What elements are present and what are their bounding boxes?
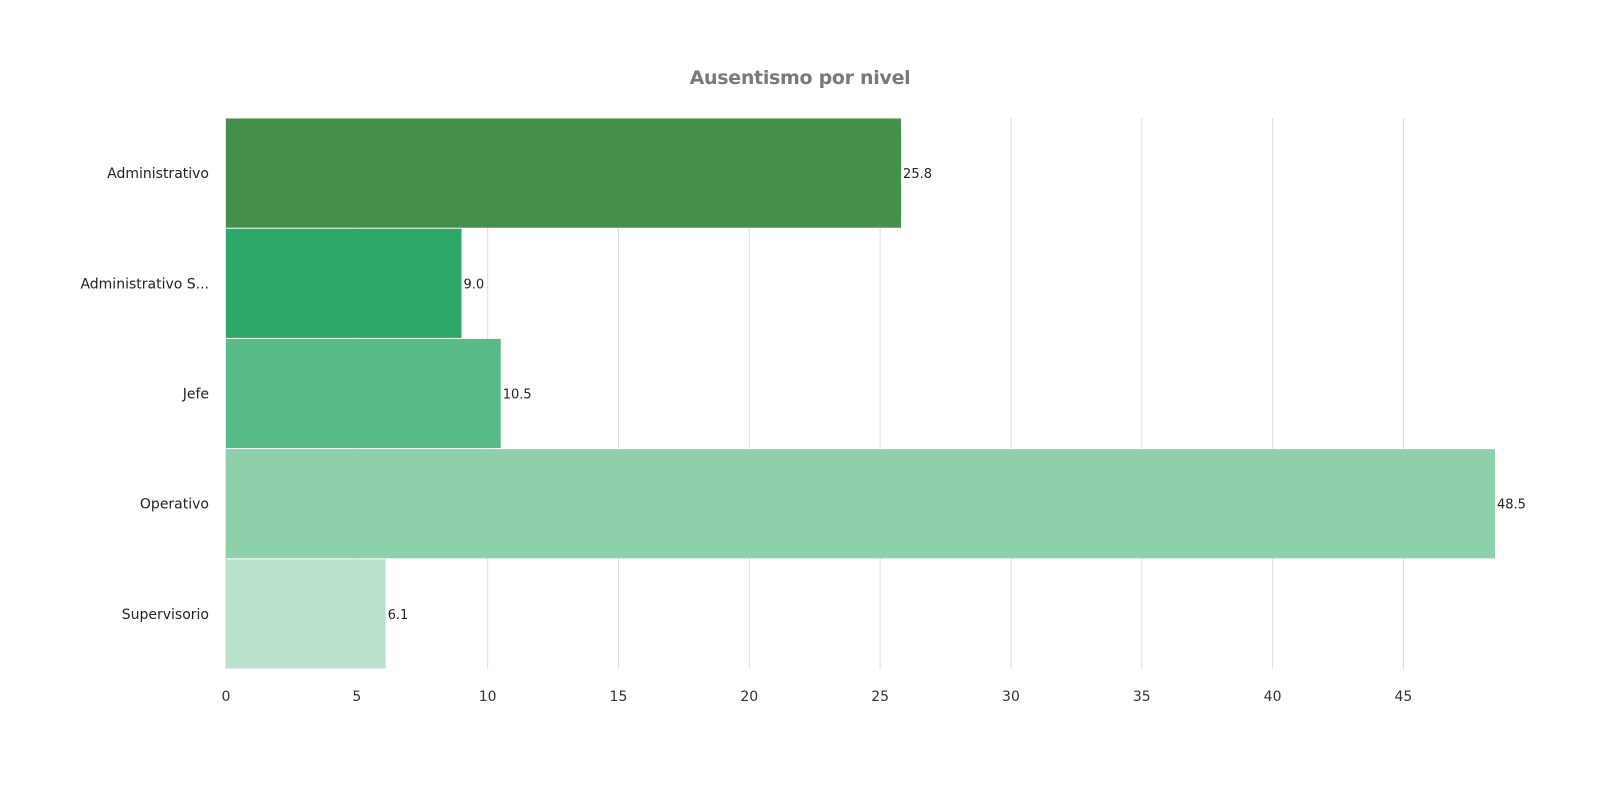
bar-2[interactable] <box>226 338 501 449</box>
bar-0[interactable] <box>226 118 902 228</box>
x-tick-label: 25 <box>871 689 889 705</box>
category-label: Supervisorio <box>122 607 209 623</box>
data-label: 6.1 <box>388 608 409 623</box>
category-label: Administrativo <box>107 166 209 182</box>
data-label: 9.0 <box>463 277 484 292</box>
x-tick-label: 0 <box>222 689 231 705</box>
x-tick-label: 5 <box>352 689 361 705</box>
bar-1[interactable] <box>226 228 462 338</box>
x-tick-label: 30 <box>1002 689 1020 705</box>
x-tick-label: 35 <box>1133 689 1151 705</box>
x-tick-label: 40 <box>1264 689 1282 705</box>
x-tick-label: 45 <box>1395 689 1413 705</box>
data-label: 10.5 <box>503 388 532 403</box>
data-label: 25.8 <box>903 167 932 182</box>
category-label: Jefe <box>182 387 209 403</box>
x-tick-label: 15 <box>610 689 628 705</box>
axis-layer: 0 5 10 15 20 25 30 35 40 45 Administrativo 25.8 Admi… <box>80 166 1526 705</box>
chart-title: Ausentismo por nivel <box>689 67 911 89</box>
x-tick-label: 10 <box>479 689 497 705</box>
category-label: Administrativo S... <box>80 276 209 292</box>
bar-layer <box>226 118 1495 669</box>
bar-4[interactable] <box>226 559 386 669</box>
category-label: Operativo <box>140 497 209 513</box>
data-label: 48.5 <box>1497 498 1526 513</box>
x-tick-label: 20 <box>740 689 758 705</box>
bar-3[interactable] <box>226 449 1495 559</box>
